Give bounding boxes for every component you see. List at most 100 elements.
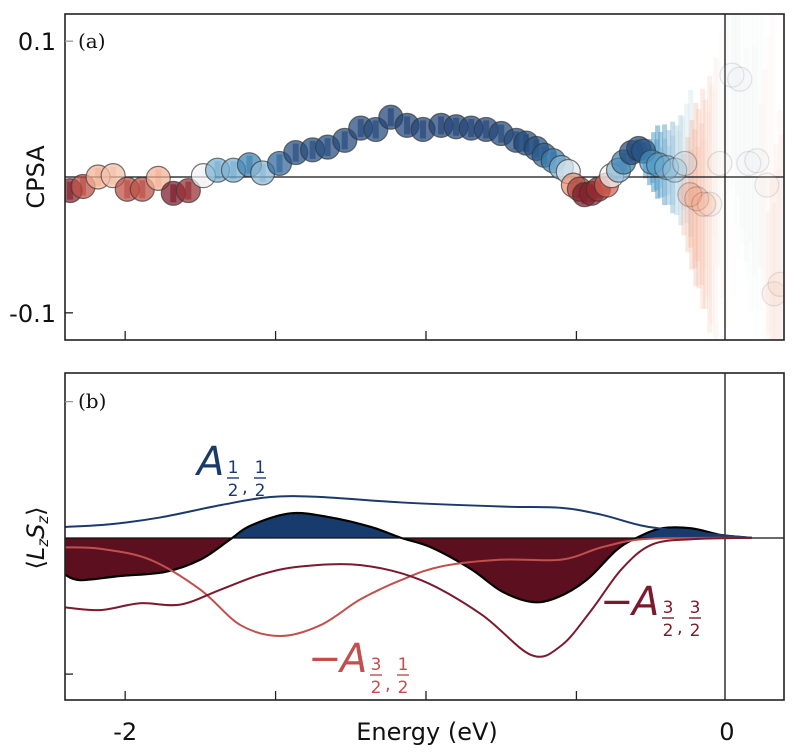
curve-label: −A 32,12 [308,636,409,698]
error-bar [709,84,715,324]
fraction-numerator: 3 [371,655,382,675]
data-point [744,148,770,174]
fraction-numerator: 3 [690,598,701,618]
total-fill [64,511,752,604]
y-ticks: 0.1 -0.1 [9,28,73,328]
error-bar [771,202,777,340]
series-line [65,536,752,658]
error-bar [719,28,725,298]
error-bar [735,14,741,259]
error-bar [684,103,690,224]
error-bar [723,14,729,157]
y-axis-label: ⟨LzSz⟩ [22,506,52,569]
angle-bracket-left: ⟨ [22,560,50,569]
axes-frame [64,13,785,341]
fraction-denominator: 2 [228,481,239,501]
error-bar [735,14,741,195]
x-tick-label: -2 [113,718,137,746]
axes-frame [64,372,785,701]
fraction-numerator: 3 [663,598,674,618]
minus-sign: − [308,636,342,682]
data-point [707,150,733,177]
error-bar [693,102,699,287]
error-bar [700,88,706,309]
data-point [145,165,171,191]
y-tick-label: -0.1 [9,300,56,328]
total-curve [64,511,752,604]
x-tick-labels: -2 0 [113,718,734,746]
error-bar [707,75,713,333]
error-bar [688,149,694,248]
symbol-A: A [194,439,224,485]
error-bar [752,45,758,277]
panel-b: -2 0 (b) Energy (eV) ⟨LzSz⟩ A 12,12−A 32,12… [22,372,785,746]
curve-label: A 12,12 [194,439,266,501]
y-tick-label: 0.1 [18,28,56,56]
error-bar [689,119,695,270]
panel-a: 0.1 -0.1 (a) CPSA [9,13,785,341]
comma: , [385,674,391,695]
error-bar [727,14,733,191]
symbol-A: A [629,579,659,625]
positive-fill [65,513,752,538]
curve-labels: A 12,12−A 32,12−A 32,32 [194,439,701,698]
fraction-denominator: 2 [255,481,266,501]
minus-sign: − [600,579,634,625]
data-point [662,157,688,183]
data-point [691,191,717,217]
error-bar [715,59,721,268]
error-bar [762,69,768,301]
data-point [767,271,784,297]
fraction-numerator: 1 [398,655,409,675]
error-bar [703,99,709,309]
fraction-numerator: 1 [228,458,239,478]
comma: , [677,617,683,638]
angle-bracket-right: ⟩ [22,506,50,515]
error-bar [775,168,781,340]
fraction-numerator: 1 [255,458,266,478]
fraction-denominator: 2 [398,678,409,698]
data-point [654,154,680,181]
error-bar [681,153,687,236]
y-axis-label: CPSA [22,145,50,209]
fraction-denominator: 2 [663,621,674,641]
error-bar [748,14,754,313]
error-bar [756,14,762,311]
error-bar [680,117,686,210]
error-bar [766,35,772,335]
error-bar [696,109,702,289]
scatter-points [65,62,784,307]
error-bar [705,111,711,297]
error-bar [731,14,737,225]
x-axis-label: Energy (eV) [356,718,498,746]
symbol-A: A [337,636,367,682]
error-bar [688,90,694,237]
error-bar [773,144,779,340]
z-subscript: z [34,538,52,548]
panel-label: (b) [78,389,106,413]
error-bar [743,14,749,263]
error-bar [678,115,684,226]
z-subscript: z [34,515,52,525]
S-symbol: S [22,524,50,539]
error-bar [701,138,707,270]
error-bar [739,14,745,229]
x-ticks [124,691,578,700]
error-bar [740,81,746,245]
series-line [65,495,752,539]
errorbar-group [67,14,784,340]
error-bar [711,90,717,237]
data-point [727,66,753,92]
error-bar [744,47,750,279]
fraction-denominator: 2 [371,678,382,698]
error-bar [748,79,754,243]
comma: , [242,477,248,498]
data-point [761,281,784,307]
curve-label: −A 32,32 [600,579,701,641]
data-point [672,150,698,177]
error-bar [723,14,729,329]
data-point [677,182,703,208]
error-bar [676,130,682,197]
x-ticks [124,331,578,340]
